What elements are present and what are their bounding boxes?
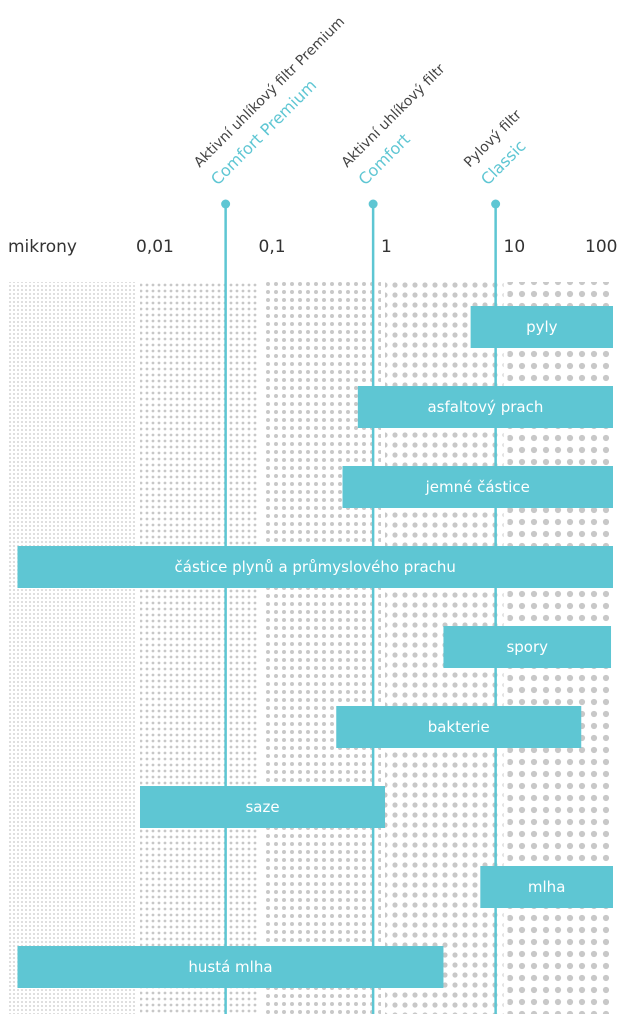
bar-rect (342, 466, 613, 508)
particle-bar: asfaltový prach (357, 386, 613, 428)
filter-label: Aktivní uhlíkový filtr Premium (191, 14, 348, 171)
bar-label: jemné částice (425, 478, 530, 496)
dot-band (8, 282, 136, 1014)
bar-rect (17, 546, 613, 588)
bar-label: saze (245, 798, 279, 816)
particle-bar: mlha (480, 866, 613, 908)
particle-bar: hustá mlha (17, 946, 444, 988)
bar-rect (443, 626, 612, 668)
x-axis-unit-label: mikrony (8, 237, 77, 257)
bar-rect (480, 866, 613, 908)
bar-label: asfaltový prach (427, 398, 543, 416)
x-tick-label: 10 (504, 237, 526, 257)
particle-bar: pyly (470, 306, 613, 348)
particle-bar: spory (443, 626, 612, 668)
bar-label: spory (506, 638, 548, 656)
bar-label: částice plynů a průmyslového prachu (175, 558, 456, 576)
particle-bar: bakterie (336, 706, 582, 748)
bar-rect (336, 706, 582, 748)
filter-dot (221, 199, 231, 209)
bar-rect (140, 786, 385, 828)
particle-bars: pyly asfaltový prach jemné částice částice … (17, 306, 613, 988)
particle-bar: částice plynů a průmyslového prachu (17, 546, 613, 588)
x-axis-ticks: mikrony 0,01 0,1 1 10 100 (8, 237, 617, 257)
bar-label: pyly (526, 318, 558, 336)
particle-bar: jemné částice (342, 466, 613, 508)
bar-rect (17, 946, 444, 988)
bar-label: mlha (528, 878, 565, 896)
x-tick-label: 0,01 (136, 237, 174, 257)
bar-rect (470, 306, 613, 348)
filter-dot (368, 199, 378, 209)
x-tick-label: 100 (585, 237, 617, 257)
bar-rect (357, 386, 613, 428)
particle-bar: saze (140, 786, 385, 828)
x-tick-label: 1 (381, 237, 392, 257)
x-tick-label: 0,1 (259, 237, 286, 257)
bar-label: bakterie (428, 718, 490, 736)
dot-band (140, 282, 259, 1014)
bar-label: hustá mlha (188, 958, 272, 976)
filter-dot (491, 199, 501, 209)
